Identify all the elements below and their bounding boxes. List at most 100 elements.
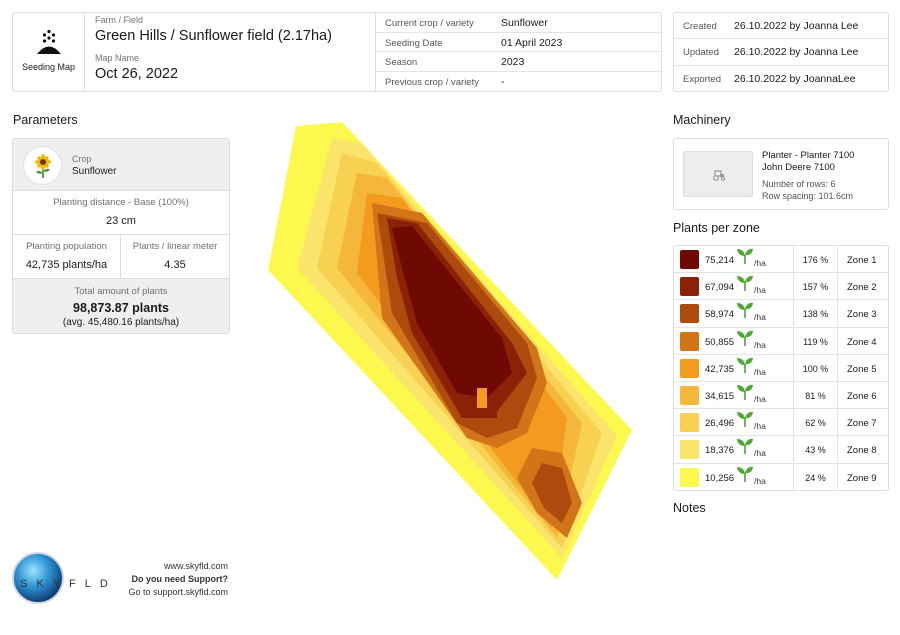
zone-row[interactable]: 10,256/ha 24 % Zone 9 [674,463,888,491]
zone-unit: /ha [754,448,766,459]
zone-color-swatch [680,413,699,433]
sprout-icon [736,411,754,432]
info-key: Season [385,57,418,68]
info-key: Current crop / variety [385,18,474,29]
zone-color-swatch [680,467,699,487]
logo-wordmark: SKYFLD [20,578,117,590]
zone-plants-value: 26,496 [705,418,735,430]
farm-label: Farm / Field [95,15,144,25]
zone-unit: /ha [754,475,766,486]
crop-block: Crop Sunflower [13,139,229,191]
planting-population-value: 42,735 plants/ha [25,259,108,271]
map-name-label: Map Name [95,53,140,63]
zone-plants-value: 34,615 [705,391,735,402]
zone-row[interactable]: 42,735/ha 100 % Zone 5 [674,354,888,382]
zone-color-swatch [680,358,699,378]
planting-population-block: Planting population 42,735 plants/ha [13,235,121,279]
machinery-thumbnail [683,151,753,197]
sunflower-icon [35,154,51,178]
zone-color-swatch [680,304,699,324]
machinery-model: John Deere 7100 [762,162,835,173]
zone-name: Zone 5 [847,363,877,375]
meta-value: 26.10.2022 by JoannaLee [734,72,856,85]
zone-name: Zone 9 [847,472,877,484]
info-key: Seeding Date [385,37,443,49]
zone-row[interactable]: 67,094/ha 157 % Zone 2 [674,273,888,301]
zone-row[interactable]: 75,214/ha 176 % Zone 1 [674,246,888,274]
zone-plants-value: 42,735 [705,363,735,375]
farm-value: Green Hills / Sunflower field (2.17ha) [95,28,332,44]
zone-unit: /ha [754,366,766,377]
header-panel: Seeding Map Farm / Field Green Hills / S… [12,12,663,92]
zone-percent: 119 % [793,327,838,354]
zone-row[interactable]: 34,615/ha 81 % Zone 6 [674,382,888,410]
support-question: Do you need Support? [131,574,229,584]
zone-row[interactable]: 26,496/ha 62 % Zone 7 [674,409,888,437]
crop-label: Crop [72,154,92,164]
meta-value: 26.10.2022 by Joanna Lee [734,46,859,59]
zone-row[interactable]: 50,855/ha 119 % Zone 4 [674,327,888,355]
seeding-icon [37,29,61,54]
total-plants-label: Total amount of plants [74,286,168,297]
planting-distance-label: Planting distance - Base (100%) [53,197,189,208]
zone-map-cells [268,122,632,580]
meta-row-created: Created 26.10.2022 by Joanna Lee [674,13,888,40]
machinery-spacing: Row spacing: 101.6cm [762,191,854,201]
app-badge: Seeding Map [13,13,85,91]
zone-row[interactable]: 58,974/ha 138 % Zone 3 [674,300,888,328]
crop-info-grid: Current crop / variety Sunflower Seeding… [375,13,663,92]
zone-unit: /ha [754,312,766,323]
info-row-crop: Current crop / variety Sunflower [376,13,663,33]
zone-name: Zone 1 [847,255,877,266]
meta-panel: Created 26.10.2022 by Joanna Lee Updated… [673,12,889,92]
crop-value: Sunflower [72,166,117,177]
website-link[interactable]: www.skyfld.com [163,561,228,571]
zone-color-swatch [680,440,699,460]
zone-unit: /ha [754,421,766,432]
info-row-season: Season 2023 [376,52,663,72]
support-link[interactable]: Go to support.skyfld.com [128,587,228,597]
planting-distance-block: Planting distance - Base (100%) 23 cm [13,191,229,235]
zone-row[interactable]: 18,376/ha 43 % Zone 8 [674,436,888,464]
sprout-icon [736,384,754,405]
zone-color-swatch [680,250,699,269]
planting-population-label: Planting population [26,241,107,252]
map-name-block: Map Name Oct 26, 2022 [95,53,375,82]
skyfld-logo [12,552,64,604]
map-name-value: Oct 26, 2022 [95,66,179,82]
meta-value: 26.10.2022 by Joanna Lee [734,20,859,32]
zone-percent: 176 % [793,246,838,272]
zone-color-swatch [680,277,699,297]
parameters-heading: Parameters [13,113,78,127]
zone-name: Zone 2 [847,282,877,294]
zone-name: Zone 7 [847,418,877,430]
parameters-panel: Crop Sunflower Planting distance - Base … [12,138,230,334]
machinery-heading: Machinery [673,113,731,127]
info-value: 01 April 2023 [501,36,563,49]
sprout-icon [736,466,754,487]
meta-row-exported: Exported 26.10.2022 by JoannaLee [674,66,888,92]
info-row-seeding-date: Seeding Date 01 April 2023 [376,33,663,52]
info-key: Previous crop / variety [385,76,479,88]
sprout-icon [736,357,754,378]
zone-unit: /ha [754,339,766,350]
info-value: 2023 [501,56,525,68]
zone-name: Zone 8 [847,445,877,457]
total-plants-average: (avg. 45,480.16 plants/ha) [62,317,180,328]
meta-key: Created [683,21,717,32]
zone-plants-value: 10,256 [705,472,735,484]
meta-row-updated: Updated 26.10.2022 by Joanna Lee [674,39,888,66]
zone-percent: 43 % [793,436,838,463]
info-row-previous-crop: Previous crop / variety - [376,72,663,92]
sprout-icon [736,330,754,351]
sprout-icon [736,275,754,296]
zone-unit: /ha [754,258,766,268]
zone-percent: 157 % [793,273,838,300]
total-plants-block: Total amount of plants 98,873.87 plants … [13,279,229,333]
machinery-card[interactable]: Planter - Planter 7100 John Deere 7100 N… [673,138,889,210]
zone-plants-value: 67,094 [705,282,735,294]
plants-per-meter-value: 4.35 [164,259,186,271]
zones-table: 75,214/ha 176 % Zone 1 67,094/ha 157 % Zone 2… [673,245,889,491]
seeding-zone-map[interactable] [262,118,642,588]
zone-percent: 24 % [793,463,838,490]
